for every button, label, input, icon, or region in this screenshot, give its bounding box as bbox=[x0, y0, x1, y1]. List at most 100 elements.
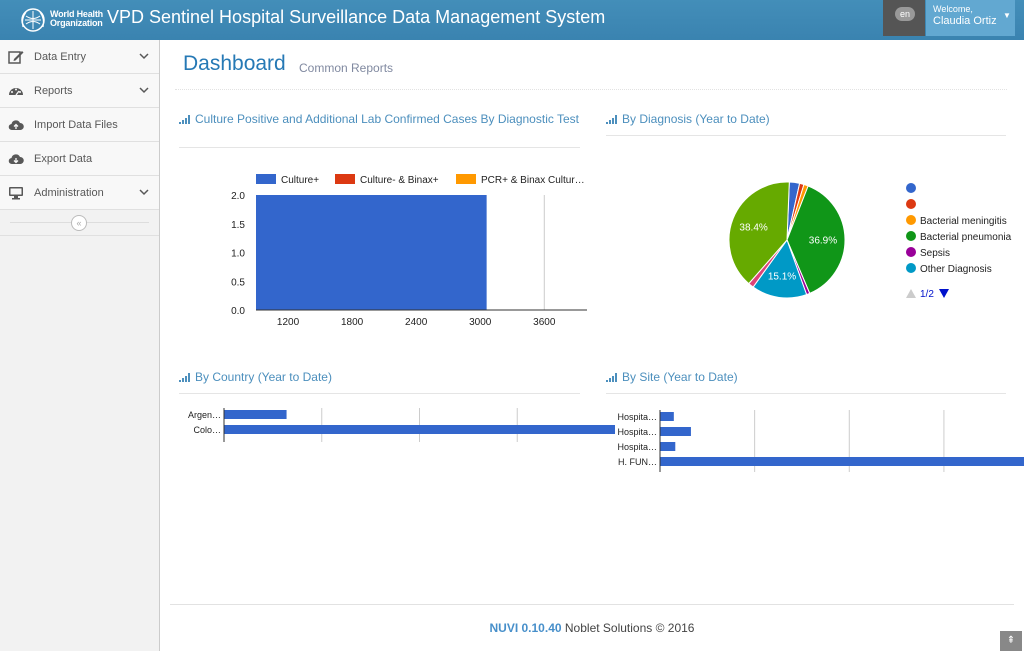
bar bbox=[660, 442, 676, 451]
x-tick-label: 1200 bbox=[277, 317, 300, 328]
pie-slice-label: 38.4% bbox=[739, 223, 767, 234]
x-tick-label: 3600 bbox=[533, 317, 556, 328]
widget-title-culture: Culture Positive and Additional Lab Conf… bbox=[179, 113, 584, 126]
y-tick-label: 0.0 bbox=[231, 306, 245, 317]
cloud-upload-icon bbox=[8, 120, 24, 131]
y-tick-label: Argen… bbox=[188, 410, 221, 420]
user-name: Claudia Ortiz bbox=[933, 15, 997, 27]
chevron-down-icon bbox=[139, 53, 149, 60]
legend-swatch bbox=[906, 231, 916, 241]
legend-label: Other Diagnosis bbox=[920, 264, 992, 275]
y-tick-label: 1.5 bbox=[231, 220, 245, 231]
sidebar: Data Entry Reports Import Data Files Exp… bbox=[0, 40, 160, 651]
caret-down-icon: ▼ bbox=[1003, 11, 1011, 20]
widget-title-site: By Site (Year to Date) bbox=[606, 371, 738, 384]
sidebar-item-export-data[interactable]: Export Data bbox=[0, 142, 159, 176]
sidebar-item-label: Reports bbox=[34, 85, 73, 97]
culture-chart: Culture+ Culture- & Binax+ PCR+ & Binax Cu… bbox=[231, 174, 587, 328]
scroll-to-top-button[interactable]: ⇞ bbox=[1000, 631, 1022, 651]
x-tick-label: 3000 bbox=[469, 317, 492, 328]
y-tick-label: Hospita… bbox=[617, 442, 657, 452]
sidebar-item-import-data-files[interactable]: Import Data Files bbox=[0, 108, 159, 142]
chevron-down-icon bbox=[139, 87, 149, 94]
divider bbox=[170, 604, 1014, 605]
legend-swatch bbox=[906, 247, 916, 257]
bar bbox=[224, 425, 615, 434]
bar bbox=[660, 412, 674, 421]
legend-swatch bbox=[906, 199, 916, 209]
desktop-icon bbox=[9, 187, 23, 200]
language-badge: en bbox=[895, 7, 915, 21]
sidebar-item-label: Import Data Files bbox=[34, 119, 118, 131]
sidebar-item-reports[interactable]: Reports bbox=[0, 74, 159, 108]
legend-label: Bacterial pneumonia bbox=[920, 232, 1012, 243]
country-chart: Argen… Colo… bbox=[188, 408, 615, 442]
legend-swatch bbox=[256, 174, 276, 184]
diagnosis-chart: 36.9% 15.1% 38.4% Bacterial meningitis Bacte… bbox=[728, 181, 1012, 300]
pager-prev-icon bbox=[906, 289, 916, 298]
signal-icon bbox=[606, 115, 617, 124]
sidebar-item-label: Export Data bbox=[34, 153, 93, 165]
edit-icon bbox=[8, 51, 24, 64]
pager-label: 1/2 bbox=[920, 289, 934, 300]
y-tick-label: Hospita… bbox=[617, 412, 657, 422]
y-tick-label: Colo… bbox=[193, 425, 221, 435]
pie-slice-label: 36.9% bbox=[809, 235, 837, 246]
legend-swatch bbox=[906, 263, 916, 273]
top-navbar: World Health Organization VPD Sentinel H… bbox=[0, 0, 1024, 40]
legend-swatch bbox=[906, 215, 916, 225]
legend-label: Culture- & Binax+ bbox=[360, 175, 439, 186]
sidebar-item-data-entry[interactable]: Data Entry bbox=[0, 40, 159, 74]
divider bbox=[179, 393, 580, 394]
sidebar-item-administration[interactable]: Administration bbox=[0, 176, 159, 210]
signal-icon bbox=[606, 373, 617, 382]
footer-company: Noblet Solutions © 2016 bbox=[564, 621, 695, 635]
language-selector[interactable]: en bbox=[883, 0, 925, 36]
y-tick-label: H. FUN… bbox=[618, 457, 657, 467]
bar bbox=[660, 427, 691, 436]
legend-label: PCR+ & Binax Cultur… bbox=[481, 175, 585, 186]
bar bbox=[224, 410, 287, 419]
page-header: Dashboard Common Reports bbox=[175, 49, 1007, 90]
legend-label: Sepsis bbox=[920, 248, 950, 259]
widget-title-diagnosis: By Diagnosis (Year to Date) bbox=[606, 113, 770, 126]
y-tick-label: 0.5 bbox=[231, 277, 245, 288]
signal-icon bbox=[179, 115, 190, 124]
page-subtitle: Common Reports bbox=[299, 61, 394, 75]
who-logo-icon bbox=[21, 8, 45, 32]
page-title: Dashboard bbox=[183, 52, 286, 75]
chevron-down-icon bbox=[139, 189, 149, 196]
cloud-download-icon bbox=[8, 154, 24, 165]
footer-brand: NUVI 0.10.40 bbox=[489, 621, 562, 635]
x-tick-label: 2400 bbox=[405, 317, 428, 328]
divider bbox=[606, 135, 1006, 136]
signal-icon bbox=[179, 373, 190, 382]
user-menu[interactable]: Welcome, Claudia Ortiz ▼ bbox=[926, 0, 1015, 36]
sidebar-collapse-row: « bbox=[0, 210, 159, 236]
pie-slice-label: 15.1% bbox=[768, 272, 796, 283]
app-title: VPD Sentinel Hospital Surveillance Data … bbox=[107, 7, 606, 27]
y-tick-label: Hospita… bbox=[617, 427, 657, 437]
welcome-text: Welcome, bbox=[933, 4, 973, 14]
bar-culture-positive bbox=[256, 195, 487, 310]
dashboard-icon bbox=[9, 88, 23, 96]
who-logo-text: World Health Organization bbox=[50, 9, 103, 28]
sidebar-item-label: Administration bbox=[34, 187, 104, 199]
pie-slice bbox=[752, 238, 808, 299]
sidebar-item-label: Data Entry bbox=[34, 51, 86, 63]
x-tick-label: 1800 bbox=[341, 317, 364, 328]
legend-label: Culture+ bbox=[281, 175, 319, 186]
footer: NUVI 0.10.40 Noblet Solutions © 2016 bbox=[160, 621, 1024, 635]
pie-slice bbox=[786, 185, 846, 295]
pager-next-icon bbox=[939, 289, 949, 298]
collapse-sidebar-button[interactable]: « bbox=[71, 215, 87, 231]
pie-slice bbox=[728, 181, 790, 285]
divider bbox=[606, 393, 1006, 394]
bar bbox=[660, 457, 1024, 466]
legend-swatch bbox=[335, 174, 355, 184]
site-chart: Hospita… Hospita… Hospita… H. FUN… bbox=[617, 410, 1024, 472]
divider bbox=[179, 147, 580, 148]
y-tick-label: 1.0 bbox=[231, 249, 245, 260]
legend-swatch bbox=[456, 174, 476, 184]
widget-title-country: By Country (Year to Date) bbox=[179, 371, 332, 384]
